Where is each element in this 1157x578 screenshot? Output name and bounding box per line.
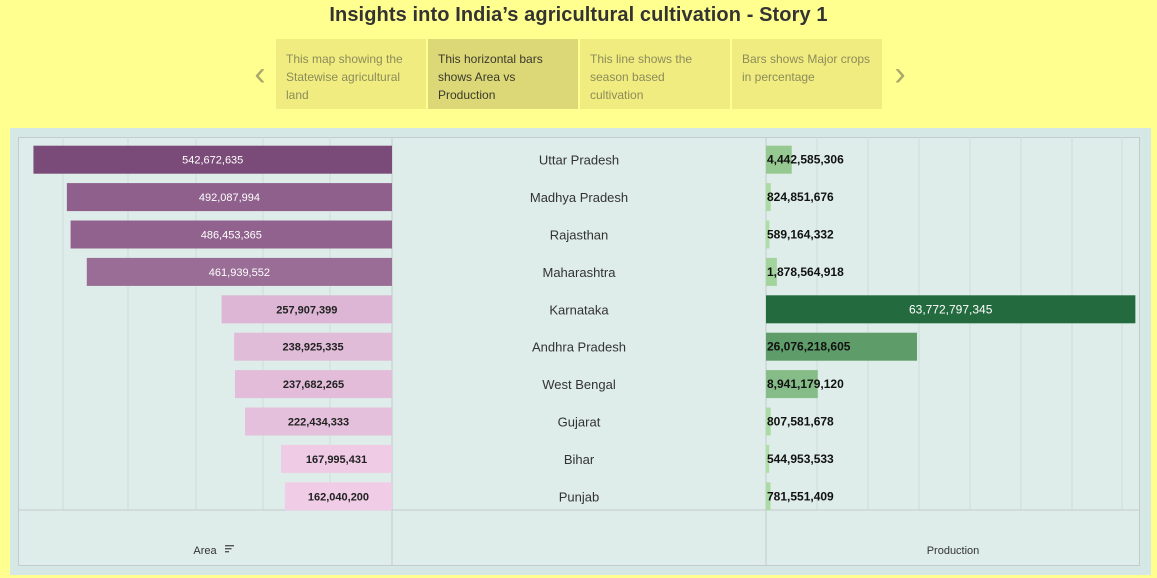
sort-descending-icon[interactable] [225,551,229,553]
production-bar[interactable] [766,407,771,436]
production-bar[interactable] [766,183,771,212]
area-data-label: 542,672,635 [182,155,243,167]
production-data-label: 4,442,585,306 [767,153,844,167]
state-label: West Bengal [542,377,616,392]
story-point-navigator: This map showing the Statewise agricultu… [276,39,882,109]
story-point-2[interactable]: This horizontal bars shows Area vs Produ… [428,39,578,109]
area-bar[interactable] [221,295,392,324]
production-bar[interactable] [766,444,770,473]
production-bar[interactable] [766,482,771,511]
production-data-label: 544,953,533 [767,452,834,466]
production-data-label: 8,941,179,120 [767,377,844,391]
production-bar[interactable] [766,145,792,174]
state-label: Karnataka [549,302,609,317]
state-label: Uttar Pradesh [539,153,619,168]
sort-descending-icon[interactable] [225,548,232,550]
production-data-label: 1,878,564,918 [767,265,844,279]
area-data-label: 257,907,399 [276,304,337,316]
area-data-label: 167,995,431 [306,454,367,466]
sort-descending-icon[interactable] [225,545,234,547]
area-bar[interactable] [66,183,393,212]
area-data-label: 237,682,265 [283,379,344,391]
area-vs-production-chart: 542,672,635 Uttar Pradesh 4,442,585,306 492… [18,137,1140,566]
area-bar[interactable] [70,220,392,249]
area-data-label: 162,040,200 [308,491,369,503]
state-label: Gujarat [558,415,601,430]
area-data-label: 492,087,994 [199,192,260,204]
area-bar[interactable] [86,257,392,286]
production-data-label: 807,581,678 [767,415,834,429]
area-bar[interactable] [33,145,393,174]
area-data-label: 461,939,552 [209,267,270,279]
state-label: Punjab [559,489,599,504]
production-data-label: 63,772,797,345 [909,302,993,316]
production-bar[interactable] [766,295,1136,324]
area-data-label: 222,434,333 [288,417,349,429]
previous-arrow-icon[interactable]: ‹ [254,54,266,93]
area-bar[interactable] [284,482,392,511]
state-label: Andhra Pradesh [532,340,626,355]
area-bar[interactable] [245,407,392,436]
state-label: Madhya Pradesh [530,190,628,205]
story-point-3[interactable]: This line shows the season based cultiva… [580,39,730,109]
production-data-label: 781,551,409 [767,489,834,503]
production-bar[interactable] [766,332,918,361]
production-axis-title: Production [927,545,980,557]
area-data-label: 238,925,335 [282,342,343,354]
production-bar[interactable] [766,370,818,399]
next-arrow-icon[interactable]: › [894,54,906,93]
production-data-label: 824,851,676 [767,190,834,204]
state-label: Maharashtra [543,265,617,280]
area-bar[interactable] [234,370,392,399]
production-data-label: 26,076,218,605 [767,340,851,354]
state-label: Rajasthan [550,228,609,243]
story-point-4[interactable]: Bars shows Major crops in percentage [732,39,882,109]
area-data-label: 486,453,365 [201,230,262,242]
production-bar[interactable] [766,257,777,286]
area-bar[interactable] [281,444,392,473]
story-point-1[interactable]: This map showing the Statewise agricultu… [276,39,426,109]
state-label: Bihar [564,452,595,467]
area-bar[interactable] [234,332,392,361]
production-data-label: 589,164,332 [767,228,834,242]
production-bar[interactable] [766,220,770,249]
area-axis-title: Area [193,545,217,557]
story-title: Insights into India’s agricultural culti… [329,4,828,26]
